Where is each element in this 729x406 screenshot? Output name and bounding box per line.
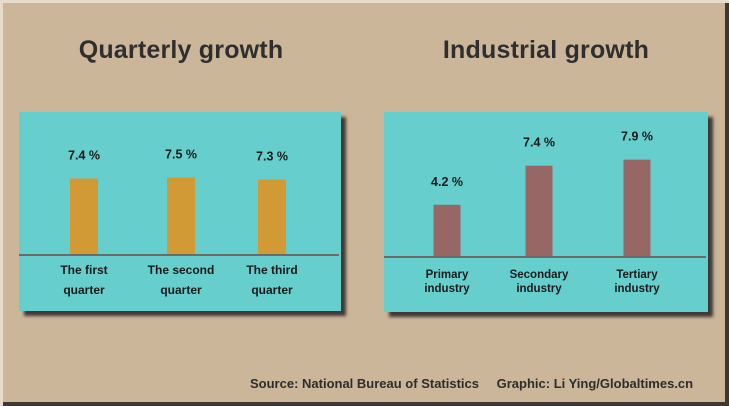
industrial-growth-svg: 4.2 % Primary industry 7.4 % Secondary indust… bbox=[384, 130, 706, 295]
quarter-category-label-1-line-1: The first bbox=[60, 263, 107, 277]
quarterly-growth-svg: 7.4 % The first quarter 7.5 % The second quar… bbox=[19, 148, 339, 297]
quarterly-growth-chart: 7.4 % The first quarter 7.5 % The second quar… bbox=[19, 112, 341, 311]
quarter-category-label-2-line-1: The second bbox=[148, 263, 215, 277]
quarter-bar-2 bbox=[167, 177, 195, 254]
quarter-value-label-2: 7.5 % bbox=[165, 148, 197, 162]
quarter-bar-1 bbox=[70, 178, 98, 254]
quarter-value-label-3: 7.3 % bbox=[256, 150, 288, 164]
credit-text: Graphic: Li Ying/Globaltimes.cn bbox=[496, 376, 694, 391]
industry-category-label-2-line-2: industry bbox=[516, 283, 562, 295]
industry-value-label-3: 7.9 % bbox=[621, 130, 653, 144]
quarter-category-label-1-line-2: quarter bbox=[63, 283, 105, 297]
industry-value-label-2: 7.4 % bbox=[523, 136, 555, 150]
chart-title-quarterly: Quarterly growth bbox=[78, 36, 284, 64]
industry-bar-1 bbox=[433, 204, 461, 256]
industry-category-label-3-line-2: industry bbox=[614, 283, 660, 295]
quarter-category-label-3-line-2: quarter bbox=[251, 283, 293, 297]
industrial-growth-chart: 4.2 % Primary industry 7.4 % Secondary indust… bbox=[384, 112, 708, 312]
industry-category-label-3-line-1: Tertiary bbox=[616, 269, 658, 281]
quarter-category-label-3-line-1: The third bbox=[246, 263, 297, 277]
industry-category-label-1-line-2: industry bbox=[424, 283, 470, 295]
industry-bar-3 bbox=[623, 159, 651, 256]
industry-category-label-1-line-1: Primary bbox=[426, 269, 469, 281]
quarter-value-label-1: 7.4 % bbox=[68, 149, 100, 163]
source-text: Source: National Bureau of Statistics bbox=[250, 376, 479, 391]
industry-category-label-2-line-1: Secondary bbox=[510, 269, 569, 281]
industry-bar-2 bbox=[525, 165, 553, 256]
quarter-category-label-2-line-2: quarter bbox=[160, 283, 202, 297]
industry-value-label-1: 4.2 % bbox=[431, 175, 463, 189]
quarter-bar-3 bbox=[258, 179, 286, 254]
footer: Source: National Bureau of Statistics Gr… bbox=[250, 376, 707, 391]
chart-title-industrial: Industrial growth bbox=[442, 36, 650, 64]
